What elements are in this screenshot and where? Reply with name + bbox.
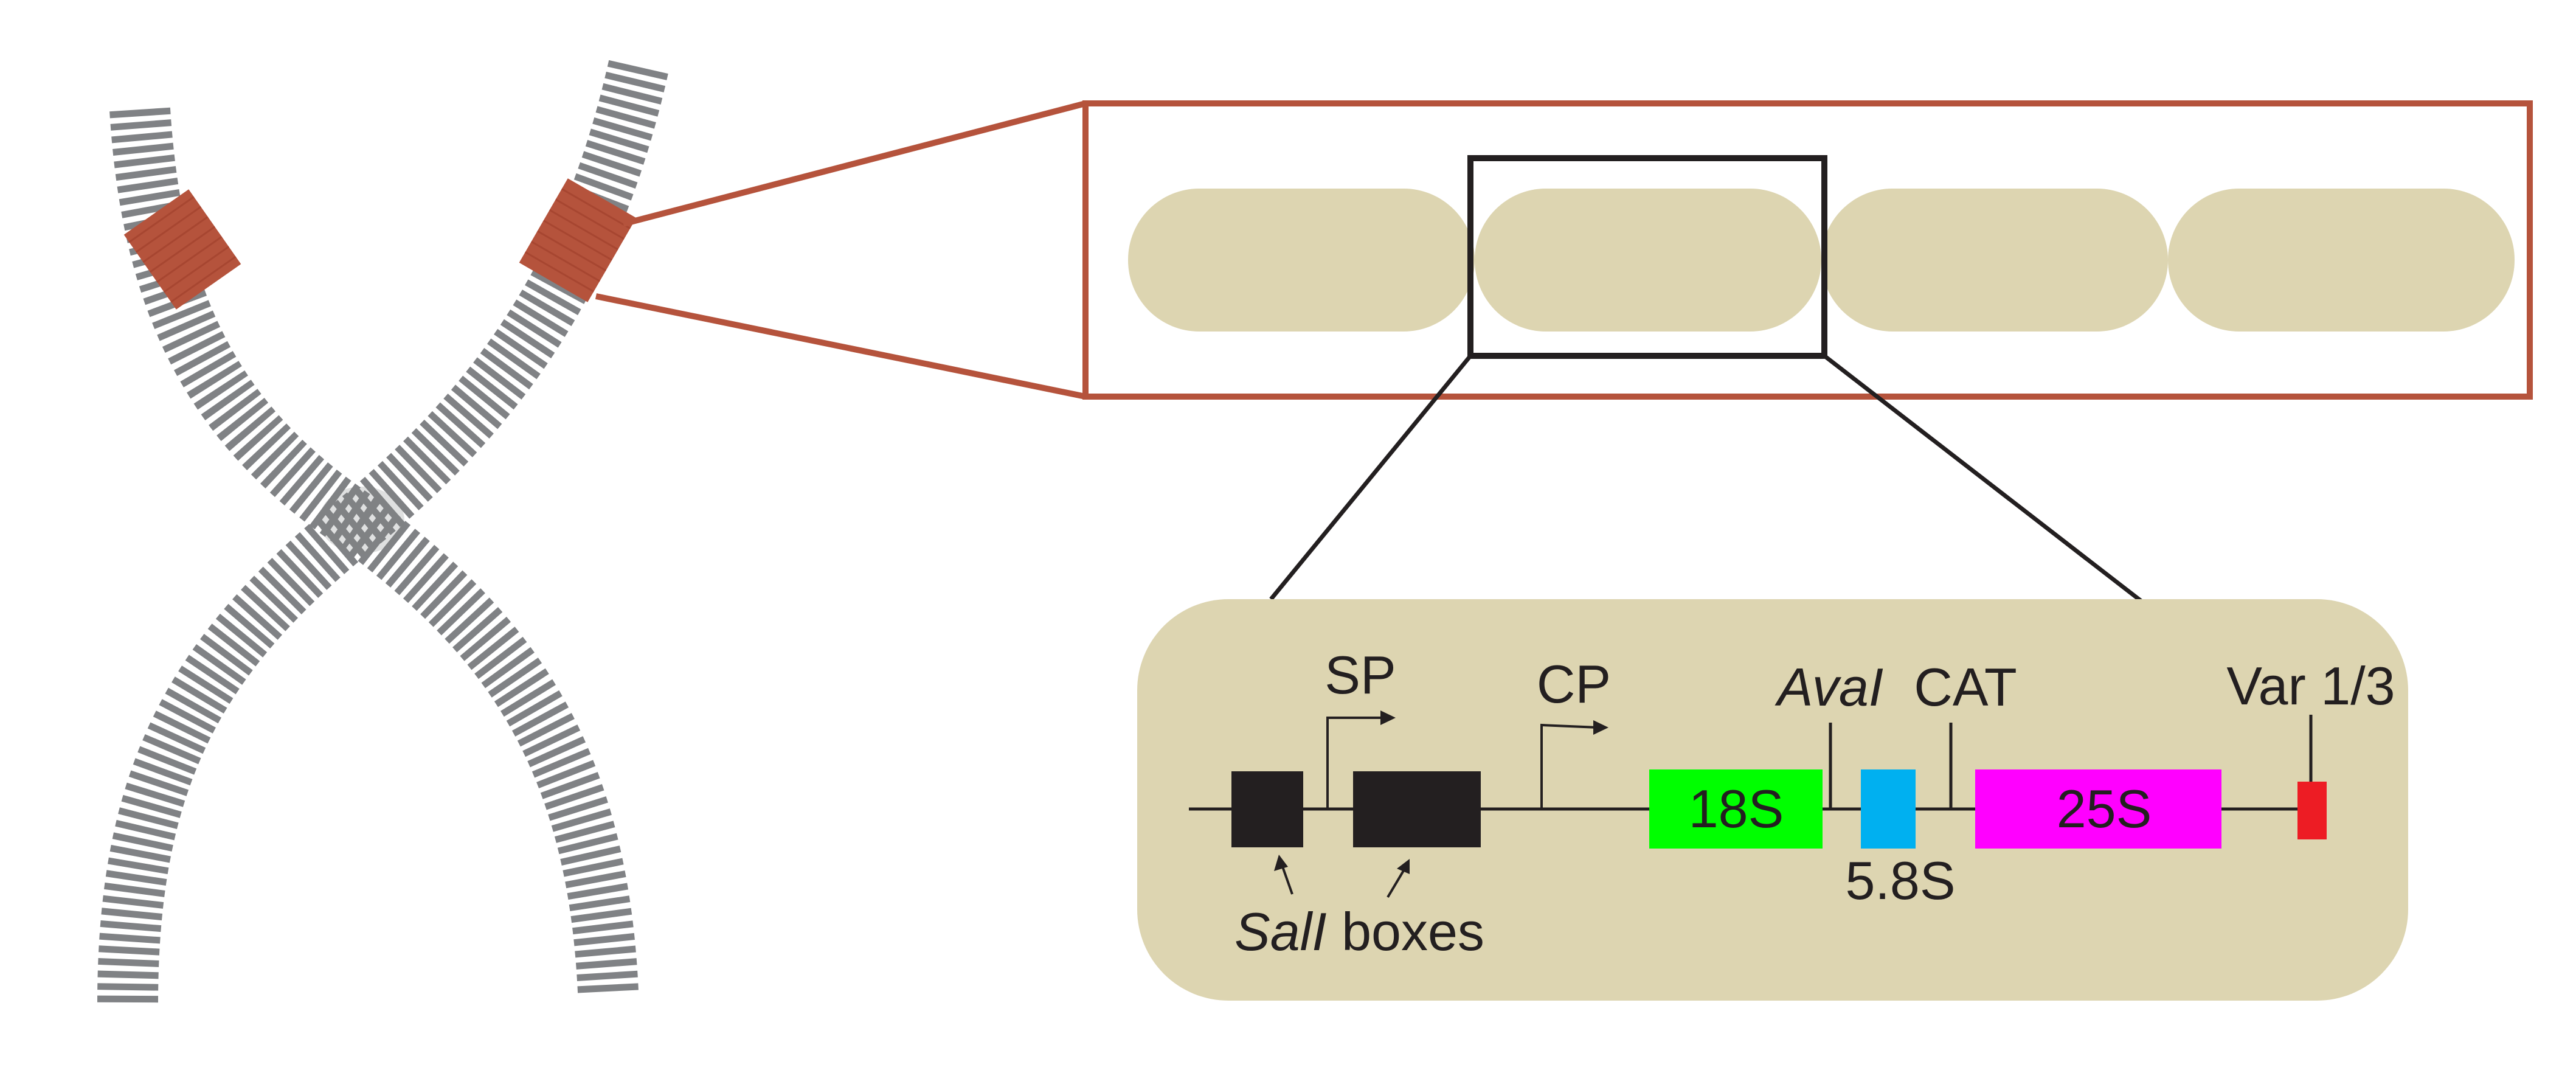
- var-marker: [2297, 782, 2327, 839]
- gene-25s-label: 25S: [2057, 779, 2152, 839]
- detail-connector: [1823, 354, 2148, 607]
- rdna-unit-detail: SP CP 18S AvaI 5.8S CAT 25S Var 1/3: [1137, 599, 2408, 1001]
- centromere: [319, 487, 404, 554]
- detail-connector: [1269, 354, 1472, 601]
- sp-promoter-arrow-icon: [1326, 710, 1396, 809]
- cp-promoter-arrow-icon: [1540, 720, 1608, 809]
- sali-box: [1353, 771, 1481, 847]
- repeat-unit: [2168, 189, 2515, 332]
- zoom-connector: [595, 293, 1087, 400]
- zoom-connector: [622, 100, 1087, 227]
- gene-5-8s-label: 5.8S: [1845, 850, 1955, 911]
- nor-band-right: [519, 178, 637, 302]
- sp-label: SP: [1324, 645, 1396, 705]
- var-label: Var 1/3: [2226, 656, 2395, 716]
- nor-band-left: [123, 189, 241, 310]
- repeat-unit: [1128, 189, 1475, 332]
- gene-25s: [1975, 769, 2221, 849]
- tandem-repeat-zoom: [595, 100, 2533, 400]
- tandem-repeat-frame: [1082, 100, 2533, 400]
- cat-label: CAT: [1914, 657, 2017, 717]
- gene-5-8s: [1861, 769, 1916, 849]
- gene-18s: [1649, 769, 1823, 849]
- sali-box: [1231, 771, 1303, 847]
- gene-18s-label: 18S: [1689, 779, 1784, 839]
- sali-boxes-label: SalI boxes: [1234, 901, 1484, 962]
- repeat-unit: [1475, 189, 1821, 332]
- chromosome: [97, 60, 668, 1004]
- sali-pointer-arrow-icon: [1274, 855, 1293, 895]
- selected-unit-frame: [1467, 155, 1827, 359]
- aval-label: AvaI: [1774, 657, 1884, 717]
- sali-pointer-arrow-icon: [1387, 859, 1410, 898]
- repeat-unit: [1821, 189, 2168, 332]
- cp-label: CP: [1537, 654, 1611, 714]
- chromosome-arm: [97, 60, 668, 1004]
